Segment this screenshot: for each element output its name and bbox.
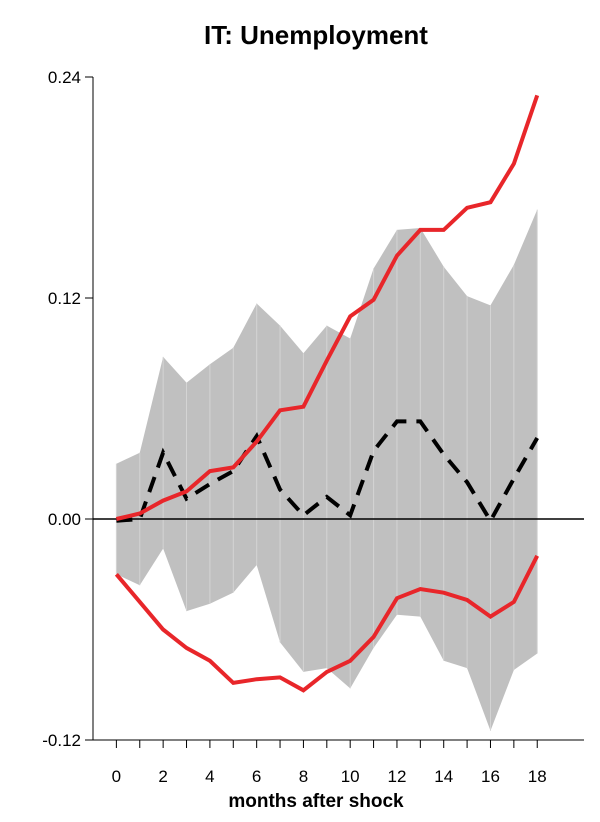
- x-tick-label: 12: [387, 767, 406, 786]
- y-tick-label: 0.24: [48, 68, 81, 87]
- y-tick-label: 0.00: [48, 510, 81, 529]
- x-tick-label: 2: [158, 767, 167, 786]
- x-axis-label: months after shock: [228, 791, 404, 812]
- series-layer: [114, 94, 540, 693]
- x-tick-label: 16: [481, 767, 500, 786]
- bound-line-1: [115, 94, 540, 521]
- confidence-band-layer: [115, 209, 538, 731]
- y-tick-label: -0.12: [42, 731, 81, 750]
- x-tick-label: 6: [252, 767, 261, 786]
- x-tick-label: 4: [205, 767, 214, 786]
- y-tick-label: 0.12: [48, 289, 81, 308]
- point-estimate-line: [116, 419, 539, 525]
- x-tick-label: 8: [299, 767, 308, 786]
- bound-line-2: [114, 554, 539, 693]
- x-tick-label: 10: [341, 767, 360, 786]
- axes-layer: -0.12 0.00 0.12 0.24 0 2 4 6 8 10 12 14 16 18: [42, 68, 584, 786]
- x-tick-label: 0: [112, 767, 121, 786]
- x-tick-label: 14: [434, 767, 453, 786]
- x-tick-label: 18: [528, 767, 547, 786]
- chart-title: IT: Unemployment: [204, 20, 428, 50]
